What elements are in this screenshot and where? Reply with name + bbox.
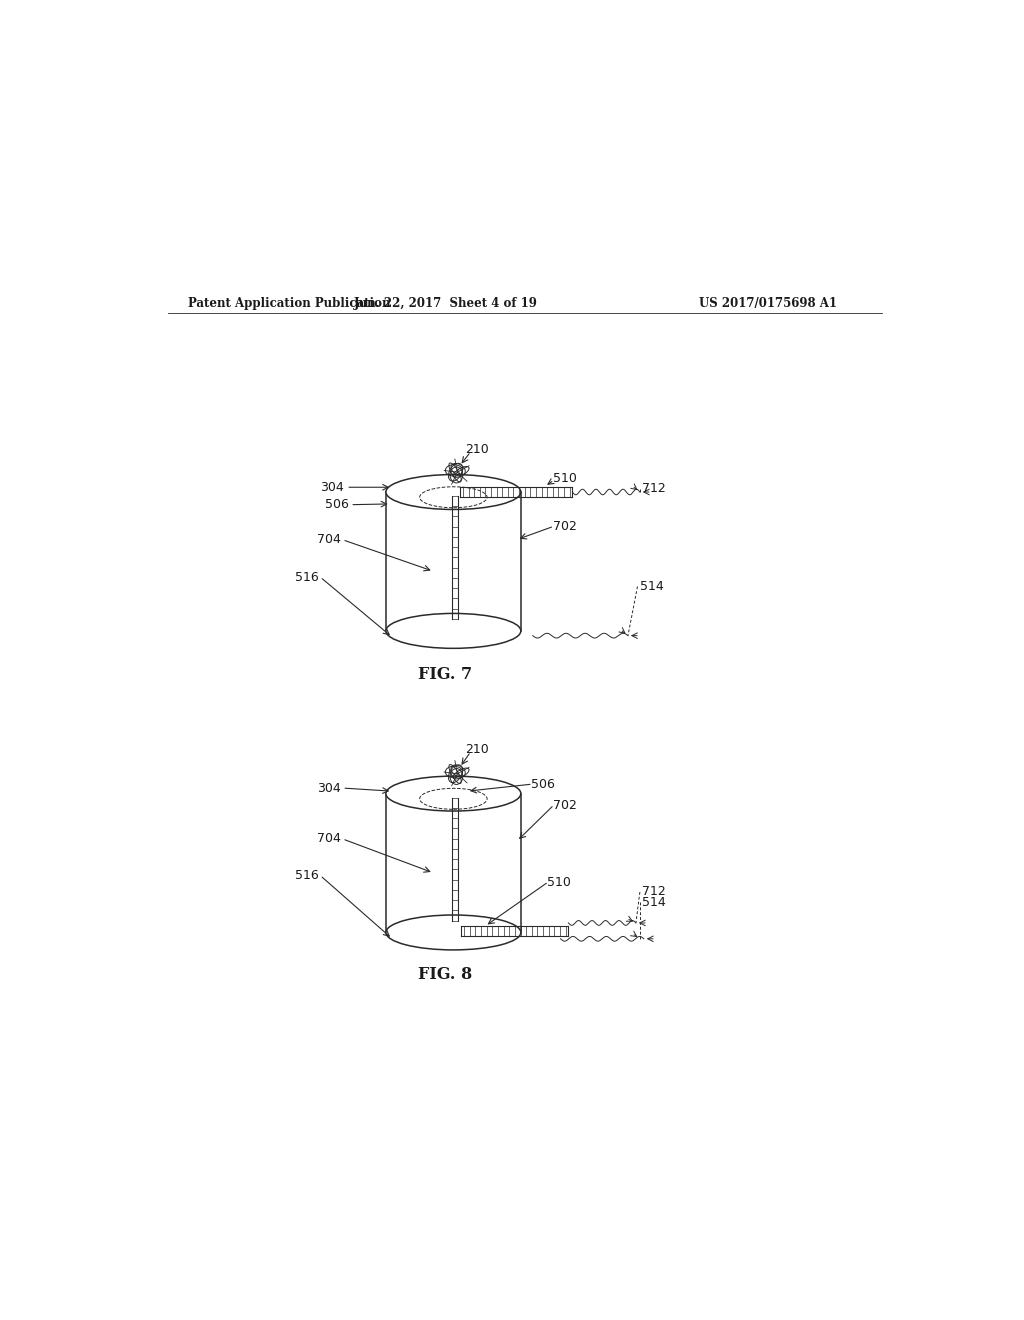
- Text: FIG. 8: FIG. 8: [419, 966, 472, 983]
- Text: US 2017/0175698 A1: US 2017/0175698 A1: [699, 297, 838, 310]
- Text: 712: 712: [642, 482, 666, 495]
- Ellipse shape: [386, 614, 521, 648]
- Text: 702: 702: [553, 520, 577, 533]
- Ellipse shape: [386, 776, 521, 810]
- Text: 210: 210: [465, 444, 489, 457]
- Text: Jun. 22, 2017  Sheet 4 of 19: Jun. 22, 2017 Sheet 4 of 19: [353, 297, 538, 310]
- Text: 702: 702: [553, 799, 577, 812]
- Text: Patent Application Publication: Patent Application Publication: [187, 297, 390, 310]
- Ellipse shape: [386, 475, 521, 510]
- Text: 712: 712: [642, 884, 666, 898]
- Text: 514: 514: [642, 896, 666, 908]
- Polygon shape: [386, 492, 521, 631]
- Text: 506: 506: [531, 777, 555, 791]
- Text: 516: 516: [295, 869, 318, 882]
- Ellipse shape: [386, 915, 521, 950]
- Text: 304: 304: [317, 781, 341, 795]
- Text: 704: 704: [316, 833, 341, 845]
- Text: 210: 210: [465, 743, 489, 756]
- Text: 506: 506: [325, 498, 348, 511]
- Text: 304: 304: [321, 480, 344, 494]
- Text: 510: 510: [553, 473, 577, 484]
- Text: 704: 704: [316, 533, 341, 546]
- Text: 514: 514: [640, 579, 664, 593]
- Text: 510: 510: [547, 876, 571, 888]
- Text: 516: 516: [295, 572, 318, 585]
- Polygon shape: [386, 793, 521, 932]
- Text: FIG. 7: FIG. 7: [419, 667, 472, 682]
